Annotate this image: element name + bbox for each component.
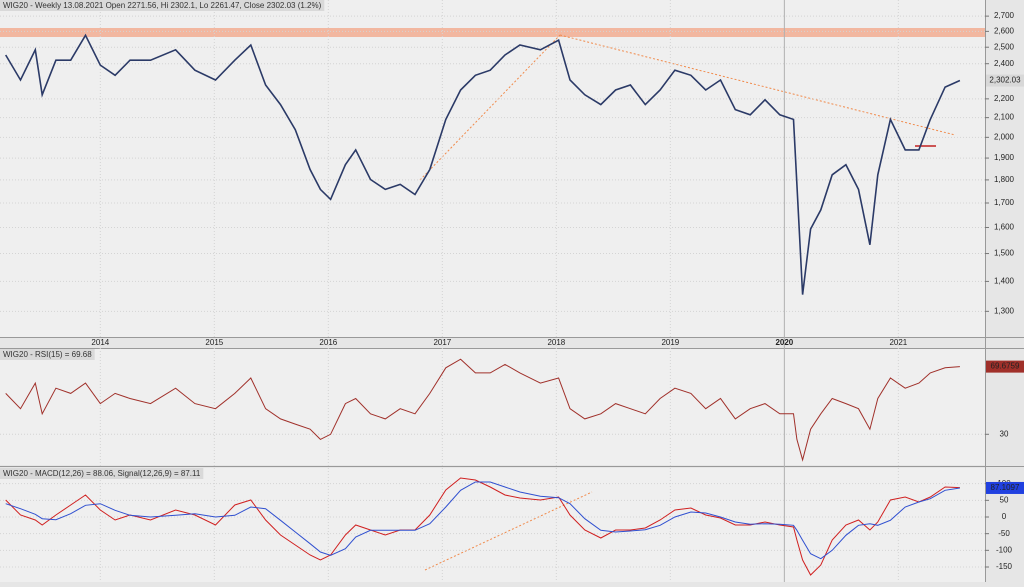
y-tick-label: 1,900 [994, 153, 1015, 162]
x-tick-label: 2020 [775, 338, 793, 347]
x-tick-label: 2014 [91, 338, 109, 347]
rsi-panel [0, 349, 985, 465]
macd-panel [0, 468, 985, 582]
y-tick-label: -50 [998, 529, 1010, 538]
x-tick-label: 2016 [319, 338, 337, 347]
y-tick-label: 2,700 [994, 11, 1015, 20]
panel-header-bg [0, 349, 95, 360]
x-tick-label: 2021 [889, 338, 907, 347]
x-tick-label: 2018 [547, 338, 565, 347]
last-value-label: 2,302.03 [989, 76, 1021, 85]
y-tick-label: 1,600 [994, 223, 1015, 232]
trend-line [419, 34, 561, 181]
panel-title: WIG20 - MACD(12,26) = 88.06, Signal(12,2… [3, 469, 201, 478]
price-panel [0, 0, 985, 337]
y-tick-label: 0 [1002, 512, 1007, 521]
last-value-label: 69.6759 [991, 362, 1020, 371]
y-tick-label: 2,600 [994, 26, 1015, 35]
y-tick-label: -100 [996, 545, 1013, 554]
panel-header-bg [0, 468, 204, 479]
y-tick-label: 2,500 [994, 42, 1015, 51]
y-tick-label: 30 [1000, 429, 1009, 438]
y-tick-label: 2,200 [994, 94, 1015, 103]
last-value-label: 87.1097 [991, 483, 1020, 492]
y-tick-label: 2,100 [994, 113, 1015, 122]
series-line [5, 358, 960, 462]
x-tick-label: 2017 [433, 338, 451, 347]
y-tick-label: 2,400 [994, 59, 1015, 68]
last-value-box [986, 481, 1024, 494]
y-tick-label: 1,300 [994, 306, 1015, 315]
x-tick-label: 2019 [661, 338, 679, 347]
y-tick-label: 1,500 [994, 249, 1015, 258]
panel-header-bg [0, 0, 325, 11]
panel-title: WIG20 - RSI(15) = 69.68 [3, 350, 92, 359]
resistance-zone [0, 28, 985, 37]
y-tick-label: 1,800 [994, 175, 1015, 184]
y-tick-label: 1,400 [994, 277, 1015, 286]
last-value-box [986, 74, 1024, 87]
x-tick-label: 2015 [205, 338, 223, 347]
y-tick-label: -150 [996, 562, 1013, 571]
y-tick-label: 1,700 [994, 198, 1015, 207]
y-tick-label: 2,000 [994, 132, 1015, 141]
series-line [5, 477, 960, 576]
y-tick-label: 50 [1000, 495, 1009, 504]
series-line [5, 33, 961, 295]
last-value-box [986, 360, 1024, 373]
series-line [5, 481, 960, 560]
panel-title: WIG20 - Weekly 13.08.2021 Open 2271.56, … [3, 1, 322, 10]
